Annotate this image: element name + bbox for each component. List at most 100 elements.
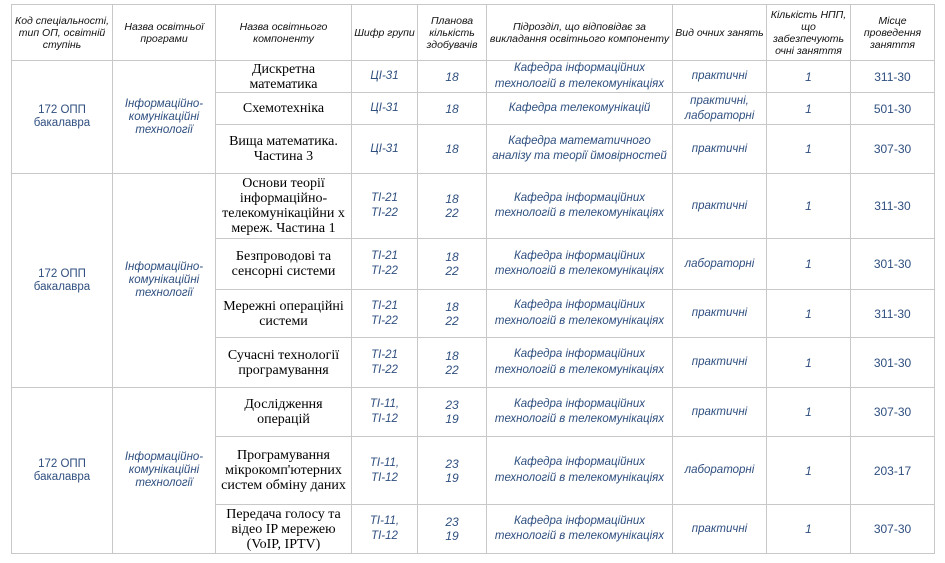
group-code-value: ЦІ-31 bbox=[370, 142, 399, 155]
lesson-type: практичні bbox=[672, 124, 767, 174]
component-name: Дослідження операцій bbox=[215, 387, 352, 437]
lesson-type: практичні bbox=[672, 289, 767, 338]
group-code: ТІ-11, ТІ-12 bbox=[351, 436, 418, 505]
planned-count-value: 22 bbox=[445, 206, 459, 220]
lesson-type: лабораторні bbox=[672, 238, 767, 290]
lesson-type: практичні bbox=[672, 504, 767, 554]
group-code-value: ТІ-12 bbox=[371, 530, 398, 542]
component-name: Дискретна математика bbox=[215, 60, 352, 93]
header-program: Назва освітньої програми bbox=[112, 4, 216, 61]
room-location: 301-30 bbox=[850, 238, 935, 290]
planned-count-value: 18 bbox=[445, 69, 459, 84]
group-code-value: ТІ-21 bbox=[371, 299, 398, 312]
planned-count-value: 22 bbox=[445, 362, 459, 377]
header-row: Код спеціальності, тип ОП, освітній ступ… bbox=[11, 4, 935, 61]
table-row: Схемотехніка ЦІ-31 18 Кафедра телекомунікац… bbox=[12, 92, 935, 125]
table-row: 172 ОПП бакалавра Інформаційно-комунікаці… bbox=[11, 387, 935, 554]
header-component: Назва освітнього компоненту bbox=[215, 4, 352, 61]
department-name: Кафедра інформаційних технологій в телек… bbox=[486, 504, 673, 554]
group-code-value: ТІ-22 bbox=[371, 265, 398, 277]
planned-count: 18 bbox=[417, 92, 487, 125]
header-department: Підрозділ, що відповідає за викладання о… bbox=[486, 4, 673, 61]
planned-count-value: 18 bbox=[445, 192, 459, 206]
staff-count: 1 bbox=[766, 238, 851, 290]
planned-count-value: 18 bbox=[445, 250, 459, 264]
group-code-value: ЦІ-31 bbox=[370, 102, 399, 114]
planned-count-value: 23 bbox=[445, 456, 459, 471]
department-name: Кафедра інформаційних технологій в телек… bbox=[486, 289, 673, 338]
room-location: 311-30 bbox=[850, 289, 935, 338]
room-location: 501-30 bbox=[850, 92, 935, 125]
group-code-value: ТІ-21 bbox=[371, 348, 398, 361]
header-group: Шифр групи bbox=[351, 4, 418, 61]
group-code-value: ТІ-11, bbox=[369, 398, 400, 410]
group-code-value: ТІ-21 bbox=[371, 192, 398, 204]
department-name: Кафедра інформаційних технологій в телек… bbox=[486, 387, 673, 437]
planned-count-value: 18 bbox=[445, 299, 459, 314]
staff-count: 1 bbox=[766, 337, 851, 388]
group-code: ТІ-11, ТІ-12 bbox=[351, 387, 418, 437]
room-location: 203-17 bbox=[850, 436, 935, 505]
planned-count: 18 22 bbox=[417, 238, 487, 290]
department-name: Кафедра інформаційних технологій в телек… bbox=[486, 337, 673, 388]
planned-count-value: 23 bbox=[445, 398, 459, 412]
lesson-type: лабораторні bbox=[672, 436, 767, 505]
group-code-value: ЦІ-31 bbox=[370, 70, 399, 82]
planned-count-value: 23 bbox=[445, 515, 459, 529]
group-code: ЦІ-31 bbox=[351, 92, 418, 125]
room-location: 307-30 bbox=[850, 504, 935, 554]
staff-count: 1 bbox=[766, 289, 851, 338]
department-name: Кафедра інформаційних технологій в телек… bbox=[486, 436, 673, 505]
staff-count: 1 bbox=[766, 436, 851, 505]
group-code: ТІ-21 ТІ-22 bbox=[351, 289, 418, 338]
table-row: Передача голосу та відео IP мережею (VoI… bbox=[12, 504, 935, 554]
group-code-value: ТІ-22 bbox=[371, 314, 398, 327]
group-code-value: ТІ-12 bbox=[371, 413, 398, 425]
component-name: Основи теорії інформаційно-телекомунікац… bbox=[215, 173, 352, 239]
department-name: Кафедра математичного аналізу та теорії … bbox=[486, 124, 673, 174]
component-name: Схемотехніка bbox=[215, 92, 352, 125]
staff-count: 1 bbox=[766, 92, 851, 125]
schedule-table: Код спеціальності, тип ОП, освітній ступ… bbox=[11, 4, 935, 554]
planned-count: 18 22 bbox=[417, 289, 487, 338]
room-location: 301-30 bbox=[850, 337, 935, 388]
specialty-code: 172 ОПП бакалавра bbox=[11, 60, 113, 174]
table-row: Програмування мікрокомп'ютерних систем о… bbox=[12, 436, 935, 505]
specialty-code: 172 ОПП бакалавра bbox=[11, 387, 113, 554]
department-name: Кафедра телекомунікацій bbox=[486, 92, 673, 125]
planned-count: 23 19 bbox=[417, 387, 487, 437]
component-name: Передача голосу та відео IP мережею (VoI… bbox=[215, 504, 352, 554]
planned-count-value: 18 bbox=[445, 142, 459, 156]
room-location: 307-30 bbox=[850, 124, 935, 174]
planned-count: 18 22 bbox=[417, 337, 487, 388]
lesson-type: практичні bbox=[672, 337, 767, 388]
table-row: Безпроводові та сенсорні системи ТІ-21 ТІ-… bbox=[12, 238, 935, 290]
component-name: Вища математика. Частина 3 bbox=[215, 124, 352, 174]
department-name: Кафедра інформаційних технологій в телек… bbox=[486, 60, 673, 93]
component-name: Програмування мікрокомп'ютерних систем о… bbox=[215, 436, 352, 505]
component-name: Безпроводові та сенсорні системи bbox=[215, 238, 352, 290]
lesson-type: практичні, лабораторні bbox=[672, 92, 767, 125]
planned-count-value: 22 bbox=[445, 264, 459, 278]
planned-count: 18 bbox=[417, 60, 487, 93]
specialty-code: 172 ОПП бакалавра bbox=[11, 173, 113, 388]
staff-count: 1 bbox=[766, 173, 851, 239]
header-lesson-type: Вид очних занять bbox=[672, 4, 767, 61]
planned-count: 18 22 bbox=[417, 173, 487, 239]
component-name: Мережні операційні системи bbox=[215, 289, 352, 338]
room-location: 307-30 bbox=[850, 387, 935, 437]
group-code-value: ТІ-11, bbox=[369, 456, 400, 469]
lesson-type: практичні bbox=[672, 60, 767, 93]
group-code-value: ТІ-11, bbox=[369, 515, 400, 527]
group-code: ТІ-21 ТІ-22 bbox=[351, 173, 418, 239]
planned-count: 18 bbox=[417, 124, 487, 174]
group-code: ЦІ-31 bbox=[351, 124, 418, 174]
planned-count-value: 19 bbox=[445, 470, 459, 485]
group-code: ТІ-11, ТІ-12 bbox=[351, 504, 418, 554]
planned-count-value: 19 bbox=[445, 529, 459, 543]
group-code: ТІ-21 ТІ-22 bbox=[351, 337, 418, 388]
group-code: ЦІ-31 bbox=[351, 60, 418, 93]
component-name: Сучасні технології програмування bbox=[215, 337, 352, 388]
group-code: ТІ-21 ТІ-22 bbox=[351, 238, 418, 290]
table-row: 172 ОПП бакалавра Інформаційно-комунікаці… bbox=[11, 60, 935, 174]
